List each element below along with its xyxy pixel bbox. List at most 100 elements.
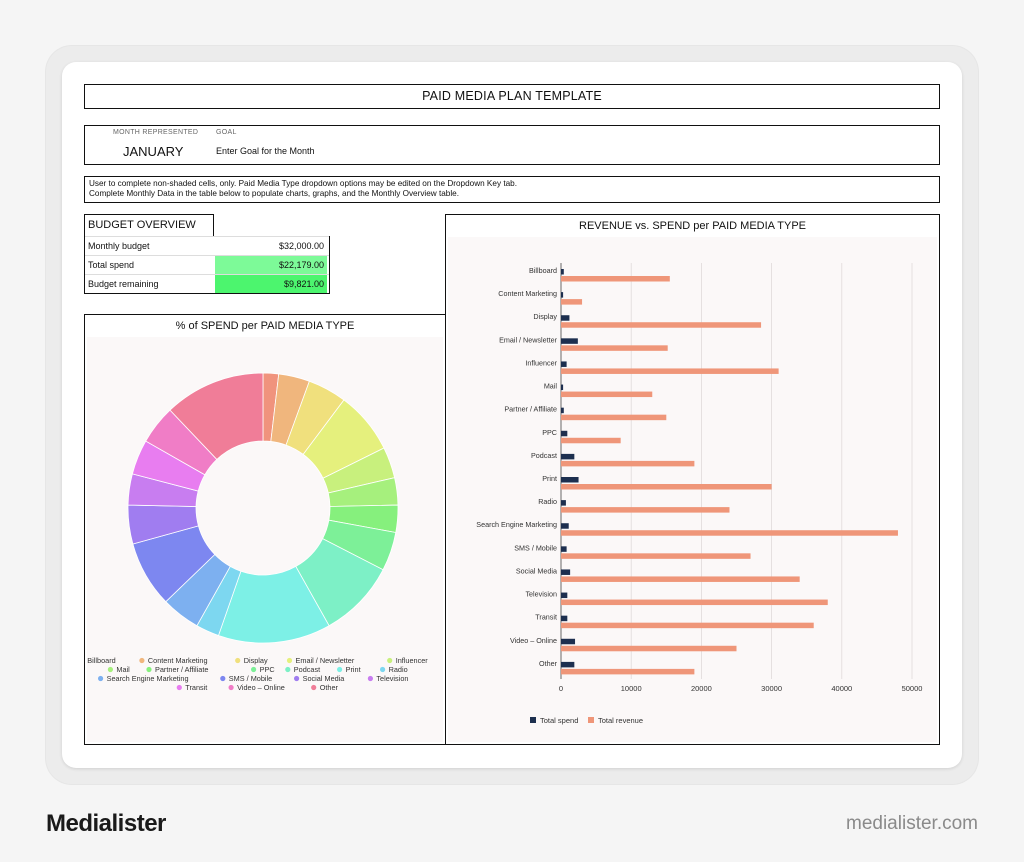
budget-row-label: Monthly budget (88, 241, 150, 251)
legend-marker (387, 657, 393, 664)
y-category-label: PPC (542, 428, 557, 437)
revenue-bar (561, 599, 828, 606)
legend-marker (146, 666, 152, 673)
legend-marker (530, 717, 536, 723)
y-category-label: Video – Online (510, 636, 557, 645)
donut-chart-title: % of SPEND per PAID MEDIA TYPE (175, 320, 355, 332)
legend-marker (285, 666, 291, 673)
revenue-bar (561, 553, 751, 559)
y-category-label: Partner / Affiliate (504, 405, 557, 414)
revenue-bar (561, 460, 695, 467)
legend-label: Video – Online (237, 683, 285, 692)
legend-marker (228, 684, 234, 691)
budget-remaining-value: $9,821.00 (215, 275, 327, 293)
legend-marker (235, 657, 241, 664)
spend-bar (561, 500, 566, 506)
legend-label: Total spend (540, 716, 578, 725)
legend-marker (107, 666, 113, 673)
x-tick-label: 30000 (761, 684, 782, 693)
revenue-bar (561, 322, 762, 328)
total-spend-value: $22,179.00 (215, 256, 327, 274)
page-title: PAID MEDIA PLAN TEMPLATE (84, 84, 940, 109)
budget-row: Total spend $22,179.00 (85, 255, 329, 274)
legend-label: Billboard (87, 656, 115, 665)
legend-marker (139, 657, 145, 664)
legend-marker (220, 675, 226, 682)
month-value[interactable]: JANUARY (123, 144, 184, 159)
legend-marker (176, 684, 182, 691)
legend-label: Television (376, 674, 408, 683)
y-category-label: Podcast (531, 451, 557, 460)
legend-marker (367, 675, 373, 682)
note-line-2: Complete Monthly Data in the table below… (89, 189, 460, 198)
revenue-bar (561, 299, 583, 305)
legend-marker (337, 666, 343, 673)
legend-label: Influencer (396, 656, 429, 665)
spend-bar (561, 361, 567, 367)
legend-label: Mail (116, 665, 130, 674)
legend-marker (588, 717, 594, 723)
x-tick-label: 40000 (831, 684, 852, 693)
x-tick-label: 50000 (902, 684, 923, 693)
budget-row-label: Budget remaining (88, 279, 159, 289)
spend-bar (561, 615, 568, 622)
legend-marker (294, 675, 300, 682)
legend-label: Content Marketing (148, 656, 208, 665)
budget-row-label: Total spend (88, 260, 135, 270)
y-category-label: Mail (544, 382, 558, 391)
revenue-bar (561, 414, 667, 421)
monthly-budget-value[interactable]: $32,000.00 (278, 241, 324, 251)
legend-label: PPC (260, 665, 275, 674)
revenue-bar (561, 484, 772, 490)
spend-bar (561, 569, 571, 575)
y-category-label: Email / Newsletter (499, 335, 558, 344)
legend-label: Partner / Affiliate (155, 665, 208, 674)
spend-bar (561, 453, 575, 460)
budget-row: Monthly budget $32,000.00 (85, 236, 329, 255)
note-line-1: User to complete non-shaded cells, only.… (89, 179, 517, 188)
budget-overview-table: Monthly budget $32,000.00 Total spend $2… (84, 236, 330, 294)
y-category-label: Other (539, 659, 558, 668)
legend-label: Display (244, 656, 268, 665)
spend-bar (561, 338, 578, 344)
legend-marker (98, 675, 104, 682)
legend-label: Radio (389, 665, 408, 674)
y-category-label: Search Engine Marketing (476, 520, 557, 529)
goal-label: GOAL (216, 129, 237, 136)
y-category-label: Display (533, 312, 557, 321)
legend-marker (251, 666, 257, 673)
y-category-label: SMS / Mobile (514, 543, 557, 552)
y-category-label: Content Marketing (498, 289, 557, 298)
revenue-bar (561, 368, 779, 374)
spend-bar (561, 430, 568, 437)
spend-bar (561, 523, 569, 529)
budget-row: Budget remaining $9,821.00 (85, 274, 329, 293)
month-label: MONTH REPRESENTED (113, 129, 199, 136)
spend-bar (561, 477, 579, 483)
revenue-bar (561, 507, 730, 513)
spend-bar (561, 638, 576, 645)
revenue-bar (561, 645, 737, 652)
y-category-label: Print (542, 474, 557, 483)
spend-bar (561, 407, 564, 414)
legend-label: Search Engine Marketing (107, 674, 189, 683)
legend-marker (286, 657, 293, 664)
spend-bar (561, 661, 575, 668)
x-tick-label: 0 (559, 684, 563, 693)
legend-label: Email / Newsletter (296, 656, 355, 665)
revenue-bar (561, 391, 653, 398)
goal-value[interactable]: Enter Goal for the Month (216, 146, 315, 156)
y-category-label: Social Media (516, 566, 557, 575)
bar-chart: 0 10000 20000 30000 40000 50000 Billboard Conte… (476, 263, 923, 725)
spend-bar (561, 269, 564, 275)
footer-url[interactable]: medialister.com (846, 813, 978, 834)
revenue-bar (561, 576, 800, 582)
legend-marker (380, 666, 386, 673)
spend-bar (561, 546, 567, 552)
donut-slice (169, 372, 264, 460)
spend-bar (561, 292, 564, 298)
legend-label: SMS / Mobile (229, 674, 272, 683)
budget-overview-title: BUDGET OVERVIEW (84, 214, 214, 237)
x-tick-label: 10000 (621, 684, 642, 693)
y-category-label: Television (525, 590, 557, 599)
